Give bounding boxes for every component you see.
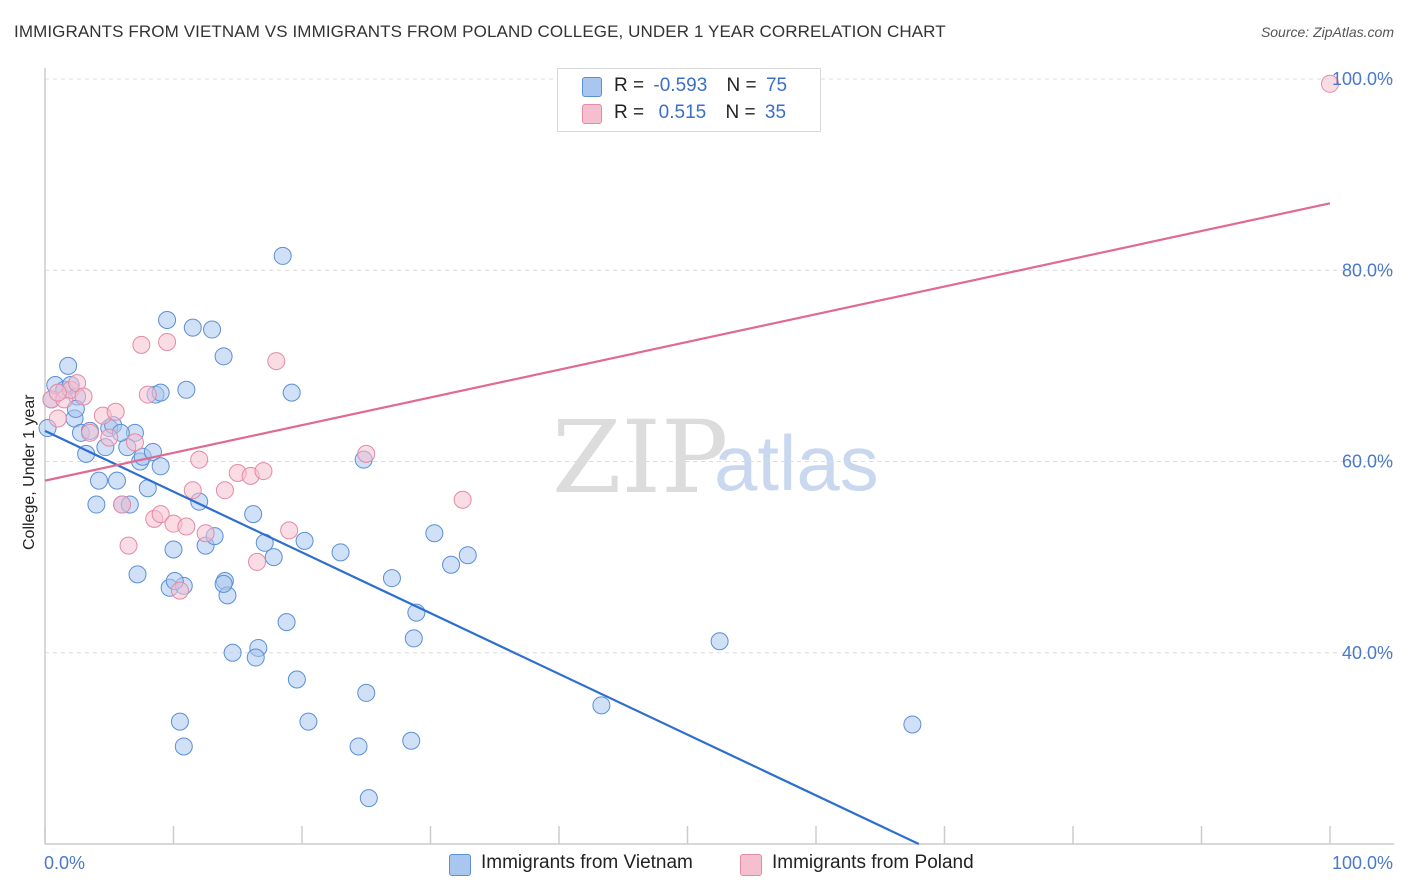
poland-point	[280, 521, 299, 540]
legend-n-label: N =	[726, 75, 757, 96]
poland-point	[183, 481, 202, 500]
y-tick-label: 60.0%	[1342, 452, 1393, 472]
legend-n-label: N =	[725, 102, 756, 123]
poland-point	[151, 505, 170, 524]
vietnam-legend-label: Immigrants from Vietnam	[481, 852, 693, 873]
x-tick-label: 100.0%	[1332, 853, 1393, 873]
chart-title: IMMIGRANTS FROM VIETNAM VS IMMIGRANTS FR…	[14, 22, 946, 41]
vietnam-point	[214, 347, 233, 366]
vietnam-point	[264, 548, 283, 567]
vietnam-point	[151, 457, 170, 476]
data-points	[38, 74, 1339, 808]
watermark: ZIP atlas	[552, 399, 879, 516]
poland-legend-swatch	[740, 854, 762, 876]
vietnam-point	[282, 383, 301, 402]
y-tick-label: 40.0%	[1342, 643, 1393, 663]
poland-point	[100, 428, 119, 447]
vietnam-point	[170, 712, 189, 731]
poland-point	[453, 490, 472, 509]
watermark-zip: ZIP	[552, 399, 728, 516]
vietnam-point	[903, 715, 922, 734]
poland-point	[48, 383, 67, 402]
legend-n-value: 35	[764, 102, 787, 123]
vietnam-point	[107, 471, 126, 490]
vietnam-point	[299, 712, 318, 731]
vietnam-point	[246, 648, 265, 667]
vietnam-point	[158, 310, 177, 329]
source-label: Source: ZipAtlas.com	[1260, 24, 1394, 40]
vietnam-legend-swatch	[449, 854, 471, 876]
poland-point	[158, 332, 177, 351]
vietnam-point	[177, 380, 196, 399]
vietnam-point	[214, 574, 233, 593]
legend-r-label: R =	[614, 102, 645, 123]
trend-lines	[44, 202, 1331, 845]
poland-point	[170, 581, 189, 600]
vietnam-point	[442, 555, 461, 574]
poland-point	[125, 433, 144, 452]
poland-point	[254, 462, 273, 481]
vietnam-point	[404, 629, 423, 648]
poland-point	[1321, 74, 1339, 93]
poland-trend-line	[44, 202, 1331, 482]
vietnam-point	[710, 632, 729, 651]
vietnam-point	[458, 546, 477, 565]
poland-point	[119, 536, 138, 555]
poland-point	[357, 444, 376, 463]
vietnam-swatch	[582, 77, 602, 97]
poland-point	[248, 552, 267, 571]
poland-point	[80, 423, 99, 442]
vietnam-point	[357, 683, 376, 702]
watermark-atlas: atlas	[714, 419, 879, 507]
correlation-legend: R = -0.593 N = 75 R = 0.515 N = 35	[557, 68, 821, 132]
vietnam-point	[295, 531, 314, 550]
y-tick-label: 80.0%	[1342, 260, 1393, 280]
poland-point	[74, 387, 93, 406]
legend-r-label: R =	[614, 75, 645, 96]
poland-point	[177, 517, 196, 536]
vietnam-point	[87, 495, 106, 514]
vietnam-point	[359, 789, 378, 808]
vietnam-point	[244, 505, 263, 524]
vietnam-point	[349, 737, 368, 756]
grid-lines	[45, 78, 1394, 654]
poland-point	[132, 335, 151, 354]
poland-legend-label: Immigrants from Poland	[772, 852, 974, 873]
vietnam-point	[287, 670, 306, 689]
legend-r-value: -0.593	[653, 75, 708, 96]
poland-swatch	[582, 104, 602, 124]
vietnam-point	[164, 540, 183, 559]
vietnam-trend-line	[44, 429, 920, 845]
poland-point	[190, 450, 209, 469]
vietnam-point	[174, 737, 193, 756]
vietnam-point	[331, 543, 350, 562]
poland-point	[215, 481, 234, 500]
legend-n-value: 75	[765, 75, 788, 96]
x-tick-label: 0.0%	[44, 853, 85, 873]
poland-point	[106, 402, 125, 421]
y-tick-label: 100.0%	[1332, 69, 1393, 89]
axes	[44, 68, 1394, 845]
poland-point	[267, 352, 286, 371]
vietnam-point	[223, 643, 242, 662]
poland-point	[138, 385, 157, 404]
tick-labels: 40.0% 60.0% 80.0% 100.0% 0.0% 100.0%	[44, 69, 1393, 873]
poland-point	[113, 495, 132, 514]
vietnam-point	[592, 696, 611, 715]
vietnam-point	[273, 246, 292, 265]
vietnam-point	[277, 613, 296, 632]
vietnam-point	[382, 569, 401, 588]
poland-point	[196, 524, 215, 543]
y-axis-label: College, Under 1 year	[21, 394, 38, 550]
vietnam-point	[425, 524, 444, 543]
vietnam-point	[402, 731, 421, 750]
vietnam-point	[203, 320, 222, 339]
legend-r-value: 0.515	[653, 102, 707, 123]
vietnam-point	[89, 471, 108, 490]
poland-point	[48, 409, 67, 428]
vietnam-point	[183, 318, 202, 337]
vietnam-point	[128, 565, 147, 584]
vietnam-point	[59, 356, 78, 375]
